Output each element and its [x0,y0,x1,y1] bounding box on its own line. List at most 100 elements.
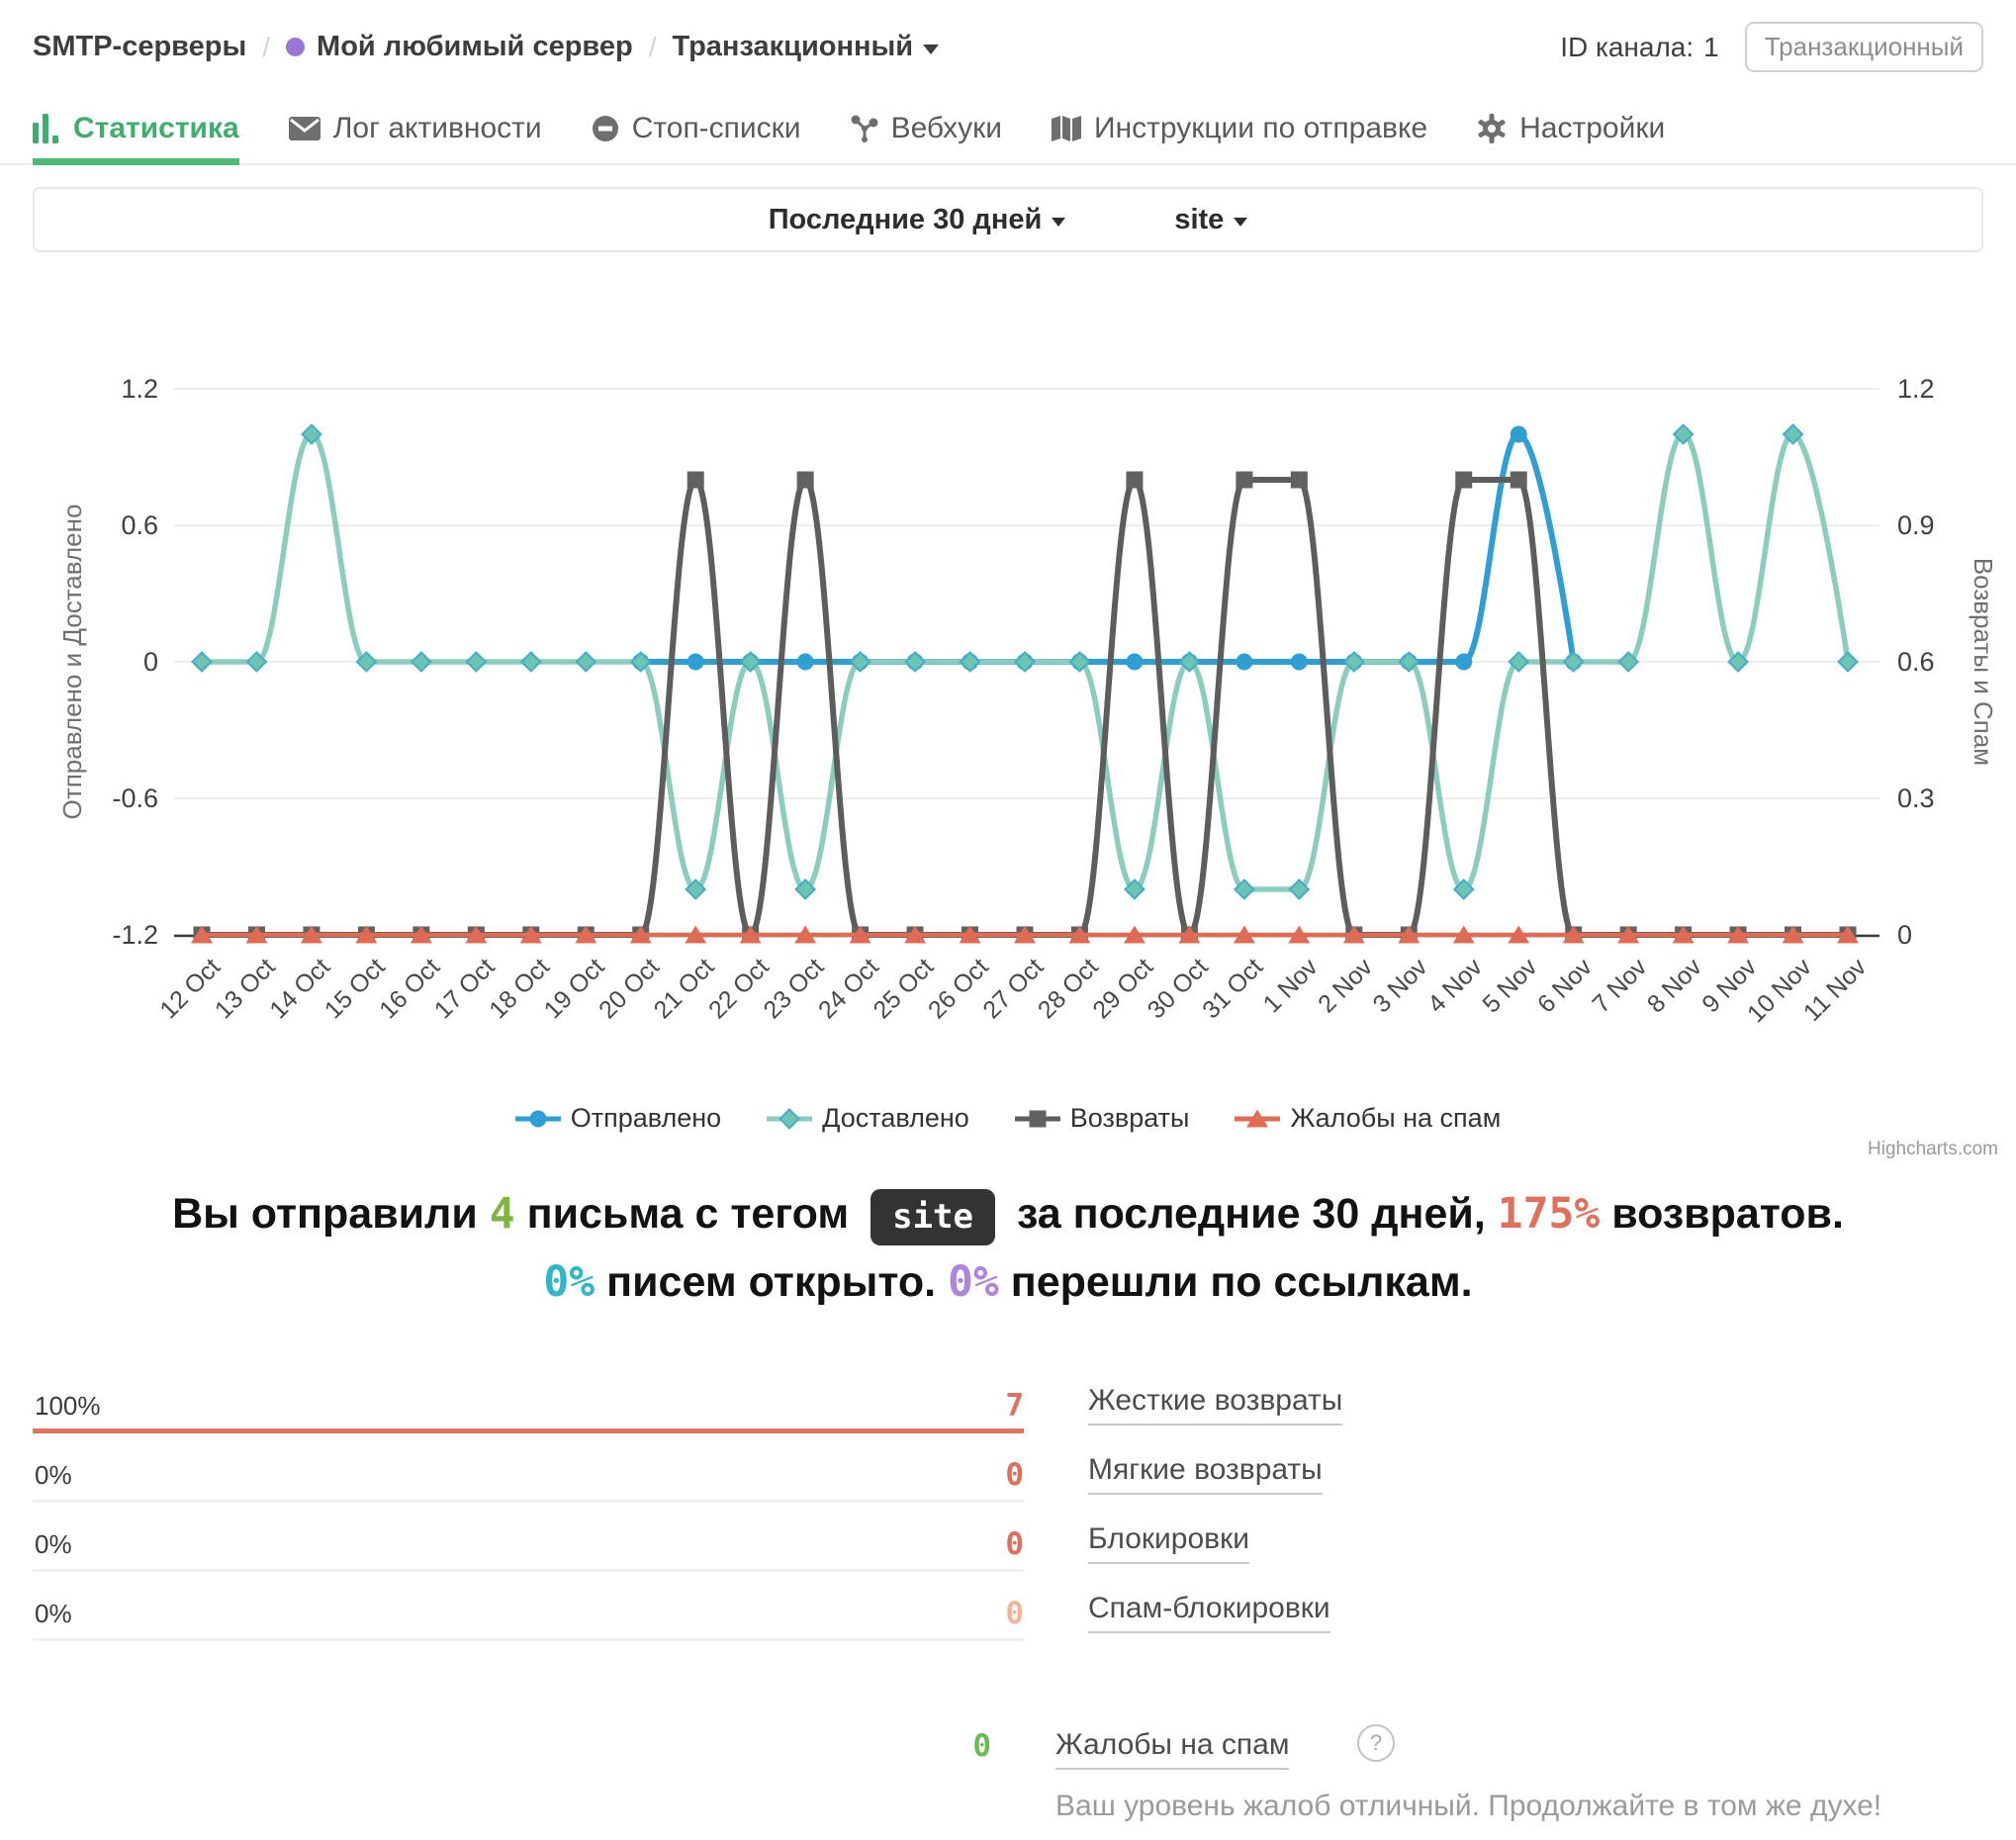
marker-square-bounces [1290,471,1308,489]
series-spam [191,925,1860,944]
marker-diamond-delivered [904,651,926,673]
yaxis-left-tick: 0.6 [121,510,158,540]
marker-circle-sent [1510,425,1527,443]
marker-circle-sent [1236,653,1253,671]
series-bounces [193,471,1857,944]
xaxis-label: 22 Oct [703,953,775,1024]
marker-diamond-delivered [465,651,488,673]
legend-item-sent[interactable]: Отправлено [514,1103,721,1134]
tab-bar: Статистика Лог активности Стоп-списки Ве… [0,100,2016,165]
legend-item-spam[interactable]: Жалобы на спам [1235,1103,1501,1134]
highcharts-credits[interactable]: Highcharts.com [1868,1139,1998,1159]
envelope-icon [288,117,321,140]
summary-text: письма с тегом [514,1190,862,1238]
summary-text: за последние 30 дней, [1005,1190,1498,1238]
tab-label: Настройки [1519,112,1666,144]
period-dropdown[interactable]: Последние 30 дней [769,204,1066,236]
legend-marker-triangle-icon [1235,1109,1281,1127]
legend-item-bounces[interactable]: Возвраты [1014,1103,1189,1134]
marker-square-bounces [1126,471,1144,489]
tab-stop-lists[interactable]: Стоп-списки [592,112,801,163]
marker-triangle-spam [245,925,268,944]
xaxis-label: 4 Nov [1422,953,1488,1018]
filter-bar: Последние 30 дней site [33,187,1983,252]
marker-triangle-spam [191,925,213,944]
bounce-percent: 175% [1497,1189,1601,1239]
channel-info: ID канала: 1 Транзакционный [1560,22,1983,72]
stat-row-spam-blocks: 0% 0 Спам-блокировки [33,1586,1983,1655]
marker-circle-sent [687,653,704,671]
marker-triangle-spam [1123,925,1145,944]
legend-marker-diamond-icon [767,1107,813,1130]
summary-text: перешли по ссылкам. [998,1257,1473,1306]
blocks-link[interactable]: Блокировки [1088,1522,1249,1564]
yaxis-right-tick: 0 [1897,920,1912,950]
summary-text: писем открыто. [595,1257,948,1306]
breadcrumb-separator: / [262,31,271,62]
marker-triangle-spam [465,925,488,944]
tag-badge: site [871,1189,995,1246]
page-header: SMTP-серверы / Мой любимый сервер / Тран… [0,0,2016,72]
tab-sending-instructions[interactable]: Инструкции по отправке [1052,112,1427,163]
legend-label: Доставлено [822,1103,969,1133]
marker-triangle-spam [685,925,707,944]
spam-complaints-link[interactable]: Жалобы на спам [1055,1728,1290,1770]
stat-row-hard-bounces: 100% 7 Жесткие возвраты [33,1378,1983,1447]
tab-statistics[interactable]: Статистика [33,112,239,165]
stat-percent: 100% [35,1390,101,1421]
breadcrumb-server[interactable]: Мой любимый сервер [317,31,633,62]
tab-settings[interactable]: Настройки [1477,112,1665,163]
series-line-bounces [201,476,1848,939]
xaxis-label: 5 Nov [1477,953,1542,1018]
tab-activity-log[interactable]: Лог активности [288,112,542,163]
xaxis-label: 8 Nov [1642,953,1707,1018]
legend-item-delivered[interactable]: Доставлено [767,1103,969,1134]
hard-bounces-link[interactable]: Жесткие возвраты [1088,1384,1343,1426]
marker-triangle-spam [300,925,322,944]
marker-diamond-delivered [575,651,597,673]
marker-circle-sent [796,653,814,671]
stat-percent: 0% [35,1459,72,1490]
marker-triangle-spam [849,925,871,944]
yaxis-right-tick: 1.2 [1897,374,1935,404]
summary-line-2: 0% писем открыто. 0% перешли по ссылкам. [0,1248,2016,1317]
channel-id-value: 1 [1703,31,1719,62]
marker-triangle-spam [1837,925,1860,944]
channel-id-label: ID канала: [1560,31,1695,62]
tab-webhooks[interactable]: Вебхуки [851,112,1002,163]
yaxis-right-tick: 0.6 [1897,647,1935,677]
marker-square-bounces [796,471,814,489]
spam-blocks-link[interactable]: Спам-блокировки [1088,1592,1330,1633]
xaxis-label: 16 Oct [374,953,445,1024]
xaxis-label: 18 Oct [484,953,555,1024]
marker-triangle-spam [904,925,927,944]
marker-diamond-delivered [629,651,652,673]
sent-count: 4 [489,1189,515,1239]
xaxis-label: 3 Nov [1368,953,1433,1018]
channel-dropdown[interactable]: Транзакционный [672,31,940,63]
marker-triangle-spam [519,925,542,944]
marker-square-bounces [1510,471,1527,489]
xaxis-label: 13 Oct [210,953,281,1024]
tag-dropdown[interactable]: site [1174,204,1248,236]
click-percent: 0% [948,1256,999,1307]
tab-label: Инструкции по отправке [1094,112,1428,144]
summary-block: Вы отправили 4 письма с тегом site за по… [0,1180,2016,1317]
marker-triangle-spam [959,925,981,944]
tab-label: Лог активности [332,112,542,144]
minus-circle-icon [592,115,619,142]
marker-triangle-spam [1617,925,1640,944]
xaxis-label: 14 Oct [264,953,335,1024]
share-nodes-icon [851,115,878,142]
xaxis-label: 17 Oct [429,953,501,1024]
breadcrumb-root[interactable]: SMTP-серверы [33,31,247,62]
marker-circle-sent [1455,653,1473,671]
marker-diamond-delivered [1452,878,1475,900]
help-icon[interactable]: ? [1357,1723,1395,1762]
marker-triangle-spam [1672,925,1695,944]
soft-bounces-link[interactable]: Мягкие возвраты [1088,1453,1323,1495]
server-status-dot-icon [286,38,306,56]
yaxis-right-title: Возвраты и Спам [1969,558,1998,766]
marker-triangle-spam [1288,925,1311,944]
xaxis-label: 21 Oct [649,953,720,1024]
